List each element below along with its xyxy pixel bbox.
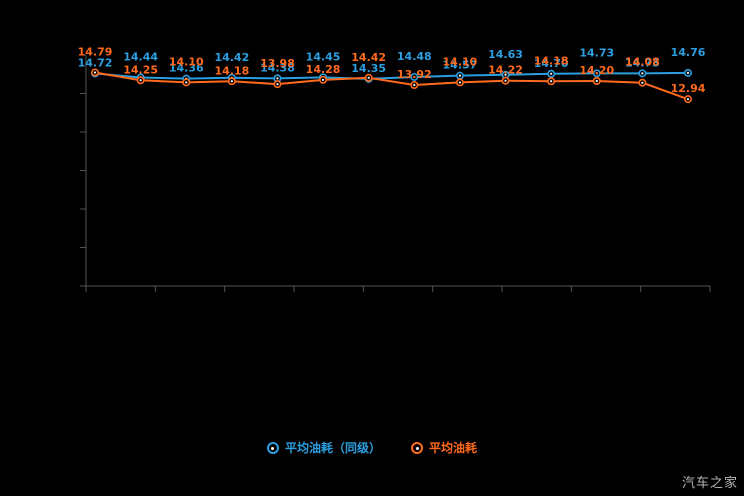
legend-item-avg-fuel-peer[interactable]: 平均油耗（同级） [266, 441, 381, 455]
svg-text:14.48: 14.48 [397, 50, 432, 63]
svg-text:14.76: 14.76 [671, 46, 706, 59]
svg-text:12.94: 12.94 [671, 82, 706, 95]
svg-text:14.73: 14.73 [625, 56, 660, 69]
svg-text:14.10: 14.10 [443, 55, 478, 68]
svg-text:14.08: 14.08 [625, 56, 660, 69]
svg-text:14.28: 14.28 [306, 63, 341, 76]
svg-text:14.70: 14.70 [534, 57, 569, 70]
svg-text:14.42: 14.42 [214, 51, 249, 64]
svg-text:14.35: 14.35 [351, 62, 386, 75]
svg-text:14.79: 14.79 [78, 45, 113, 58]
legend-label: 平均油耗（同级） [284, 441, 381, 455]
svg-text:14.18: 14.18 [534, 54, 569, 67]
svg-text:14.45: 14.45 [306, 50, 341, 63]
svg-text:14.25: 14.25 [123, 63, 158, 76]
svg-text:14.18: 14.18 [214, 64, 249, 77]
legend-circle-marker-icon [266, 442, 279, 454]
svg-text:14.73: 14.73 [579, 46, 614, 59]
svg-text:14.72: 14.72 [78, 56, 113, 69]
svg-text:14.44: 14.44 [123, 51, 158, 64]
svg-text:14.36: 14.36 [169, 62, 204, 75]
svg-text:14.22: 14.22 [488, 64, 523, 77]
fuel-consumption-trend-chart: 14.72 14.44 14.36 14.42 14.38 14.45 14.35 14.48… [78, 45, 711, 292]
svg-text:14.57: 14.57 [443, 59, 478, 72]
svg-text:14.38: 14.38 [260, 61, 295, 74]
svg-text:13.98: 13.98 [260, 57, 295, 70]
svg-text:13.92: 13.92 [397, 68, 432, 81]
svg-text:14.20: 14.20 [579, 64, 614, 77]
svg-text:14.10: 14.10 [169, 55, 204, 68]
legend-circle-marker-icon [411, 442, 423, 454]
legend-item-avg-fuel[interactable]: 平均油耗 [411, 442, 477, 454]
watermark-autohome: 汽车之家 [681, 476, 738, 491]
svg-text:14.42: 14.42 [351, 51, 386, 64]
svg-text:14.63: 14.63 [488, 48, 523, 61]
chart-legend: 平均油耗（同级） 平均油耗 [0, 442, 744, 454]
legend-label: 平均油耗 [429, 441, 478, 455]
